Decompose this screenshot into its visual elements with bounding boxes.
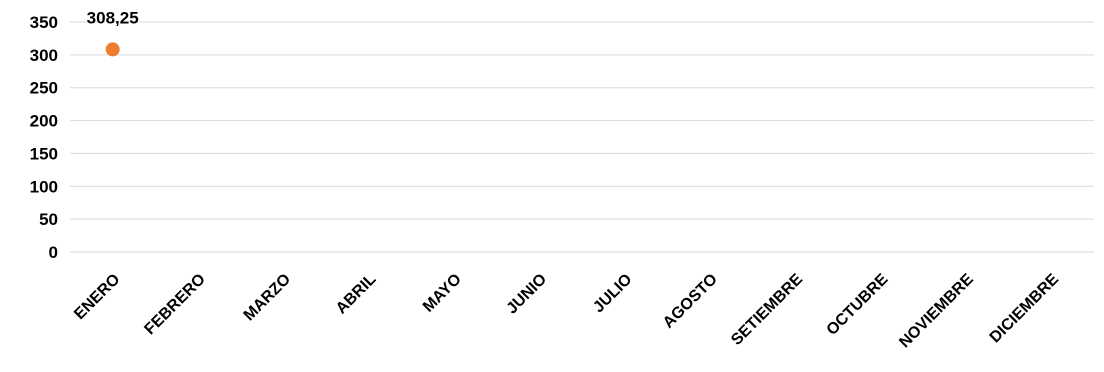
y-gridlines: [70, 21, 1094, 253]
y-tick-label-200: 200: [30, 112, 58, 131]
x-category-label-mayo: MAYO: [420, 271, 465, 316]
y-tick-label-100: 100: [30, 177, 58, 196]
y-tick-label-50: 50: [39, 210, 58, 229]
x-category-label-enero: ENERO: [71, 271, 123, 323]
y-tick-label-300: 300: [30, 46, 58, 65]
x-category-label-noviembre: NOVIEMBRE: [896, 271, 977, 352]
x-category-label-julio: JULIO: [590, 271, 635, 316]
y-tick-label-350: 350: [30, 13, 58, 32]
x-category-label-agosto: AGOSTO: [660, 271, 721, 332]
series-0-points: 308,25: [87, 8, 139, 57]
x-axis-category-labels: ENERO FEBRERO MARZO ABRIL MAYO JUNIO JULIO AGOS…: [71, 271, 1062, 352]
y-tick-label-250: 250: [30, 79, 58, 98]
x-category-label-abril: ABRIL: [333, 271, 380, 318]
x-category-label-setiembre: SETIEMBRE: [728, 271, 806, 349]
y-axis-tick-labels: 0 50 100 150 200 250 300 350: [30, 13, 58, 262]
x-category-label-octubre: OCTUBRE: [824, 271, 892, 339]
x-category-label-febrero: FEBRERO: [141, 271, 208, 338]
x-category-label-junio: JUNIO: [504, 271, 551, 318]
x-category-label-diciembre: DICIEMBRE: [987, 271, 1063, 347]
data-label-enero: 308,25: [87, 8, 139, 27]
x-category-label-marzo: MARZO: [241, 271, 294, 324]
data-point-enero: [105, 42, 120, 57]
y-tick-label-150: 150: [30, 144, 58, 163]
y-tick-label-0: 0: [49, 243, 58, 262]
